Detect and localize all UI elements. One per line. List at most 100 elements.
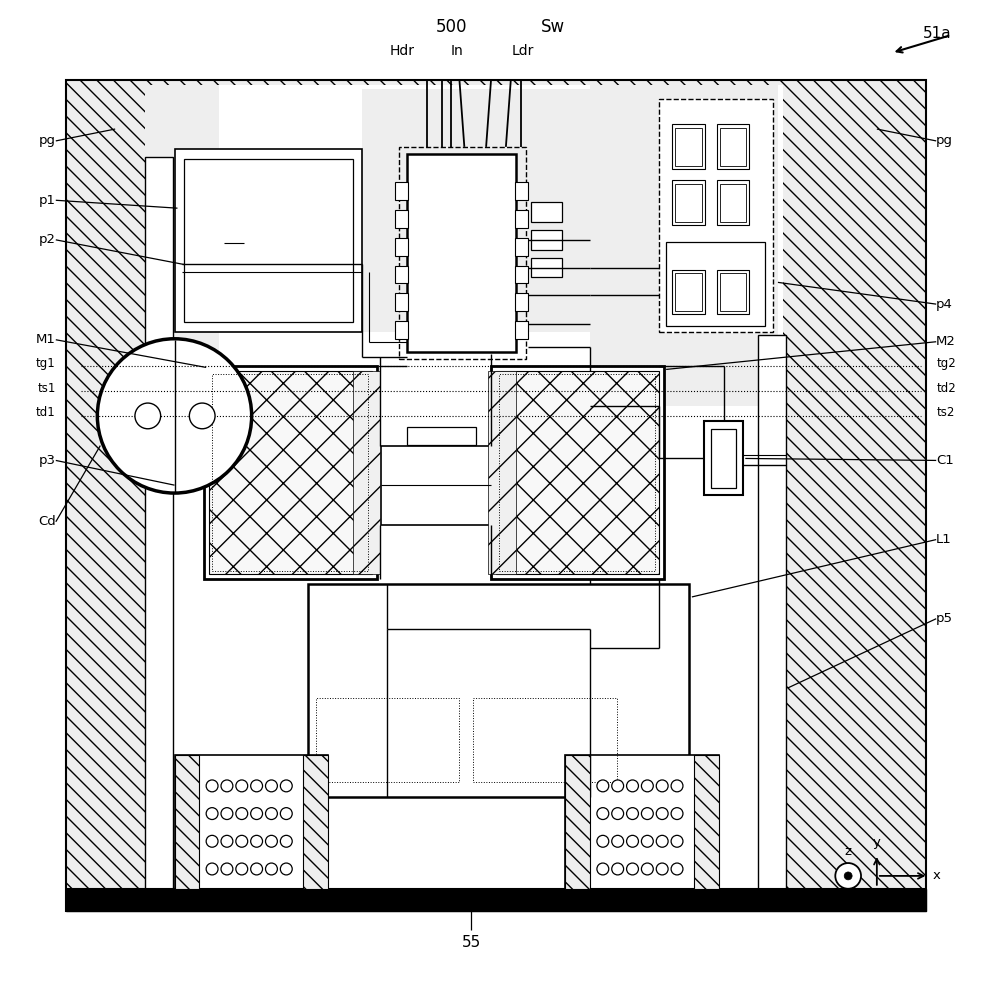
Bar [515,293,528,311]
Text: tg1: tg1 [36,357,56,370]
Bar [673,180,704,225]
Text: pg: pg [936,134,953,147]
Circle shape [236,780,248,792]
Bar [693,755,718,889]
Circle shape [266,863,278,875]
Circle shape [189,403,215,429]
Bar [304,755,327,889]
Circle shape [657,808,669,820]
Circle shape [206,780,218,792]
Circle shape [597,780,609,792]
Circle shape [221,835,233,847]
Bar [395,238,408,256]
Bar [175,755,327,889]
Circle shape [627,780,639,792]
Bar [381,446,490,525]
Bar [660,99,773,332]
Bar [395,321,408,339]
Text: pg: pg [39,134,56,147]
Bar [395,210,408,228]
Bar [515,210,528,228]
Bar [491,366,665,579]
Bar [145,157,173,889]
Circle shape [221,780,233,792]
Circle shape [251,835,263,847]
Circle shape [835,863,861,889]
Circle shape [206,808,218,820]
Bar [395,266,408,283]
Bar [673,270,704,314]
Circle shape [236,808,248,820]
Text: M2: M2 [936,335,956,348]
Text: 51a: 51a [923,26,951,41]
Bar [204,366,377,579]
Circle shape [221,863,233,875]
Text: tg2: tg2 [936,357,956,370]
Text: 55: 55 [461,935,481,950]
Circle shape [135,403,161,429]
Circle shape [627,835,639,847]
Bar [719,184,746,222]
Circle shape [206,835,218,847]
Bar [212,374,368,571]
Bar [675,128,701,166]
Bar [65,889,927,911]
Bar [209,371,372,574]
Text: Hdr: Hdr [390,44,415,58]
Bar [716,124,749,169]
Bar [145,85,219,426]
Text: L1: L1 [936,533,952,546]
Bar [758,335,786,889]
Bar [590,85,778,406]
Bar [531,230,562,250]
Bar [531,202,562,222]
Bar [395,182,408,200]
Circle shape [597,863,609,875]
Circle shape [97,339,252,493]
Text: td1: td1 [36,406,56,419]
Bar [473,698,617,782]
Text: Ldr: Ldr [512,44,534,58]
Circle shape [266,835,278,847]
Circle shape [627,863,639,875]
Bar [719,273,746,311]
Bar [675,184,701,222]
Bar [673,124,704,169]
Bar [395,293,408,311]
Bar [565,755,718,889]
Circle shape [612,780,624,792]
Bar [710,429,736,488]
Bar [65,80,927,911]
Bar [175,755,199,889]
Bar [565,755,590,889]
Circle shape [844,872,852,880]
Circle shape [642,808,654,820]
Circle shape [251,863,263,875]
Text: p4: p4 [936,298,953,311]
Text: 500: 500 [435,18,467,36]
Circle shape [597,835,609,847]
Bar [531,258,562,277]
Circle shape [612,863,624,875]
Text: M1: M1 [36,333,56,346]
Bar [488,371,516,574]
Circle shape [266,780,278,792]
Bar [515,266,528,283]
Circle shape [657,863,669,875]
Bar [667,242,765,326]
Bar [496,371,660,574]
Circle shape [281,808,293,820]
Circle shape [206,863,218,875]
Text: ts2: ts2 [936,406,954,419]
Circle shape [642,780,654,792]
Bar [185,159,352,322]
Bar [399,147,526,359]
Text: ts1: ts1 [38,382,56,395]
Bar [675,273,701,311]
Bar [719,128,746,166]
Text: C1: C1 [936,454,954,467]
Bar [309,584,688,797]
Text: x: x [932,869,940,882]
Circle shape [251,780,263,792]
Bar [407,427,476,445]
